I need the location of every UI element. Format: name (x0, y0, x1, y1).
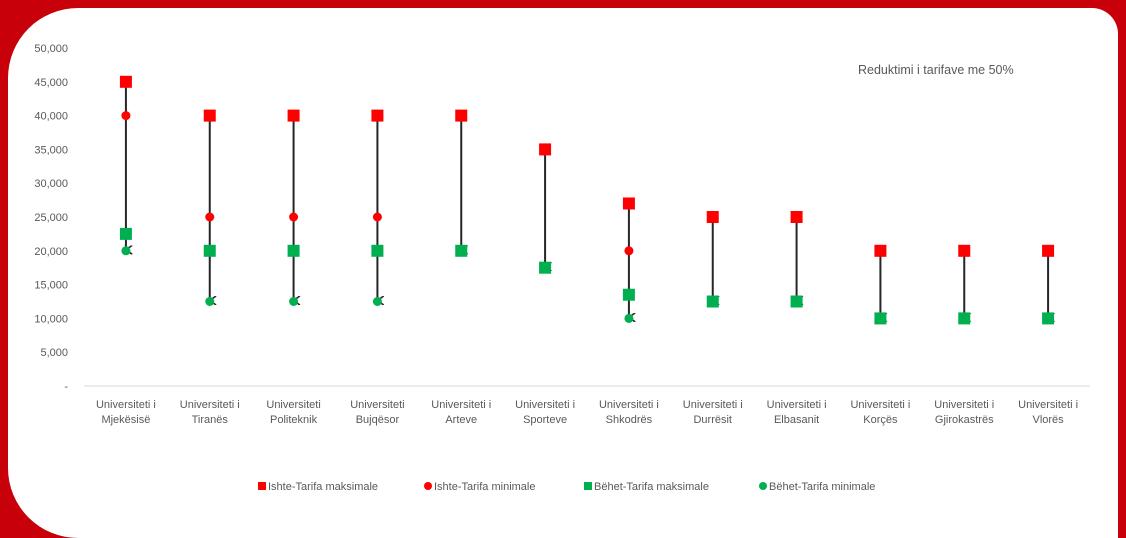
x-category-label: Universiteti i Vlorës (1018, 399, 1078, 426)
point-circle (205, 212, 215, 222)
point-square (622, 197, 635, 210)
x-category-line: Universiteti i (599, 399, 659, 411)
legend-label: Ishte-Tarifa minimale (434, 481, 535, 493)
point-circle (372, 297, 382, 306)
x-category-line: Sporteve (523, 414, 567, 426)
legend: Ishte-Tarifa maksimale Ishte-Tarifa minim… (258, 481, 875, 493)
data-points (119, 75, 1055, 325)
x-category-line: Tiranës (192, 414, 229, 426)
point-square (706, 295, 719, 308)
x-category-label: Universiteti i Sporteve (515, 399, 575, 426)
x-category-line: Korçës (863, 414, 898, 426)
point-square (455, 244, 468, 257)
x-category-label: Universiteti i Gjirokastrës (934, 399, 994, 426)
fee-reduction-chart: - 5,000 10,000 15,000 20,000 25,000 30,000 35,0… (34, 43, 1090, 493)
x-category-label: Universiteti i Elbasanit (767, 399, 827, 426)
point-square (287, 109, 300, 122)
x-category-line: Universiteti i (515, 399, 575, 411)
x-category-label: Universiteti i Shkodrës (599, 399, 659, 426)
x-category-line: Gjirokastrës (935, 414, 994, 426)
point-square (539, 143, 552, 156)
x-category-line: Shkodrës (606, 414, 653, 426)
point-square (119, 227, 132, 240)
x-category-line: Universiteti i (96, 399, 156, 411)
point-square (371, 109, 384, 122)
x-category-line: Mjekësisë (101, 414, 150, 426)
point-square (874, 312, 887, 325)
point-square (958, 244, 971, 257)
point-circle (624, 313, 634, 323)
x-category-label: Universiteti Politeknik (266, 399, 320, 426)
x-category-line: Arteve (445, 414, 477, 426)
point-circle (289, 212, 299, 222)
x-category-line: Politeknik (270, 414, 318, 426)
legend-label: Bëhet-Tarifa maksimale (594, 481, 709, 493)
y-tick-label: 50,000 (34, 43, 68, 55)
y-axis: - 5,000 10,000 15,000 20,000 25,000 30,000 35,0… (34, 43, 68, 393)
y-tick-label: 35,000 (34, 144, 68, 156)
point-square (203, 244, 216, 257)
x-category-line: Universiteti i (767, 399, 827, 411)
point-square (287, 244, 300, 257)
point-square (1042, 312, 1055, 325)
point-square (455, 109, 468, 122)
y-tick-label: 15,000 (34, 280, 68, 292)
legend-marker-square (258, 482, 266, 490)
y-tick-label: 40,000 (34, 111, 68, 123)
y-tick-label: 25,000 (34, 212, 68, 224)
chart-area: - 5,000 10,000 15,000 20,000 25,000 30,000 35,0… (8, 8, 1118, 538)
x-category-label: Universiteti i Arteve (431, 399, 491, 426)
point-square (622, 288, 635, 301)
x-category-label: Universiteti i Mjekësisë (96, 399, 156, 426)
y-tick-label: 10,000 (34, 313, 68, 325)
legend-label: Ishte-Tarifa maksimale (268, 481, 378, 493)
point-circle (372, 212, 382, 222)
y-tick-label: 20,000 (34, 246, 68, 258)
point-square (790, 295, 803, 308)
point-square (958, 312, 971, 325)
point-square (119, 75, 132, 88)
point-square (790, 211, 803, 223)
x-category-label: Universiteti i Durrësit (683, 399, 743, 426)
annotation: Reduktimi i tarifave me 50% (858, 63, 1014, 77)
y-tick-label: - (64, 381, 68, 393)
point-circle (121, 111, 131, 121)
arrows (124, 81, 1048, 318)
x-category-line: Durrësit (693, 414, 732, 426)
x-category-label: Universiteti i Tiranës (180, 399, 240, 426)
x-category-line: Universiteti i (850, 399, 910, 411)
x-category-line: Universiteti (350, 399, 404, 411)
x-category-label: Universiteti i Korçës (850, 399, 910, 426)
legend-label: Bëhet-Tarifa minimale (769, 481, 875, 493)
x-category-line: Universiteti i (180, 399, 240, 411)
x-category-line: Bujqësor (356, 414, 400, 426)
legend-marker-square (584, 482, 592, 490)
y-tick-label: 30,000 (34, 178, 68, 190)
x-category-line: Universiteti i (934, 399, 994, 411)
point-square (203, 109, 216, 122)
x-category-line: Universiteti i (1018, 399, 1078, 411)
point-circle (289, 297, 299, 306)
x-category-line: Vlorës (1032, 414, 1064, 426)
point-circle (624, 246, 634, 256)
x-category-line: Elbasanit (774, 414, 819, 426)
x-axis-labels: Universiteti i Mjekësisë Universiteti i Tir… (96, 399, 1078, 426)
x-category-label: Universiteti Bujqësor (350, 399, 404, 426)
point-circle (205, 297, 215, 306)
y-tick-label: 5,000 (40, 347, 68, 359)
point-square (371, 244, 384, 257)
x-category-line: Universiteti i (431, 399, 491, 411)
x-category-line: Universiteti (266, 399, 320, 411)
y-tick-label: 45,000 (34, 77, 68, 89)
legend-marker-circle (759, 482, 767, 490)
x-category-line: Universiteti i (683, 399, 743, 411)
point-square (874, 244, 887, 257)
point-circle (121, 246, 131, 256)
point-square (539, 261, 552, 274)
point-square (1042, 244, 1055, 257)
legend-marker-circle (424, 482, 432, 490)
point-square (706, 211, 719, 223)
